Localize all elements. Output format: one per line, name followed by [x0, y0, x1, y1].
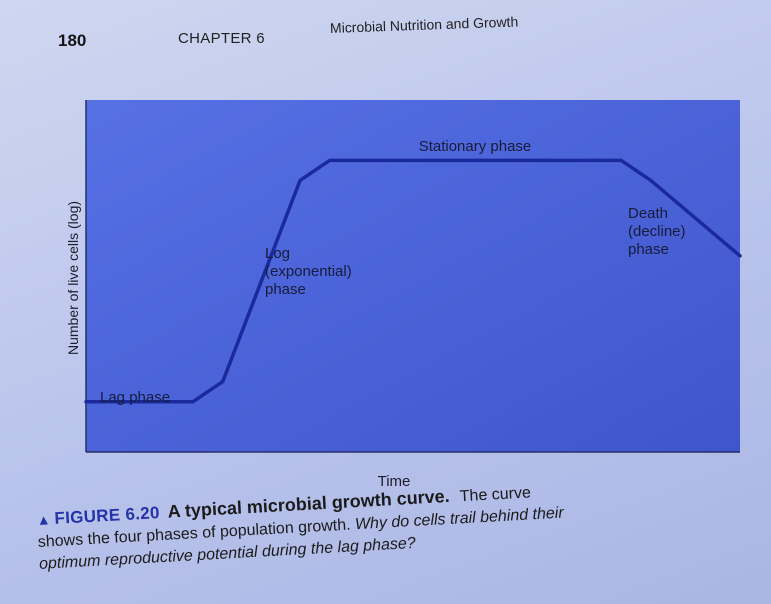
phase-label-log: (exponential) — [265, 263, 352, 280]
x-axis-label: Time — [378, 473, 411, 490]
plot-area — [86, 100, 740, 452]
growth-curve-line — [84, 158, 742, 404]
phase-label-log: phase — [265, 281, 306, 298]
phase-label-death: phase — [628, 241, 669, 258]
phase-label-lag: Lag phase — [100, 389, 170, 406]
page-number: 180 — [58, 31, 87, 50]
figure-label: FIGURE 6.20 — [53, 503, 161, 528]
triangle-icon: ▲ — [36, 511, 51, 528]
caption-text-1: The curve — [459, 484, 532, 506]
phase-label-log: Log — [265, 245, 290, 262]
chapter-label: CHAPTER 6 — [178, 30, 265, 47]
phase-label-death: Death — [628, 205, 668, 222]
phase-label-death: (decline) — [628, 223, 686, 240]
phase-label-stationary: Stationary phase — [419, 138, 532, 155]
y-axis-label: Number of live cells (log) — [65, 201, 81, 355]
